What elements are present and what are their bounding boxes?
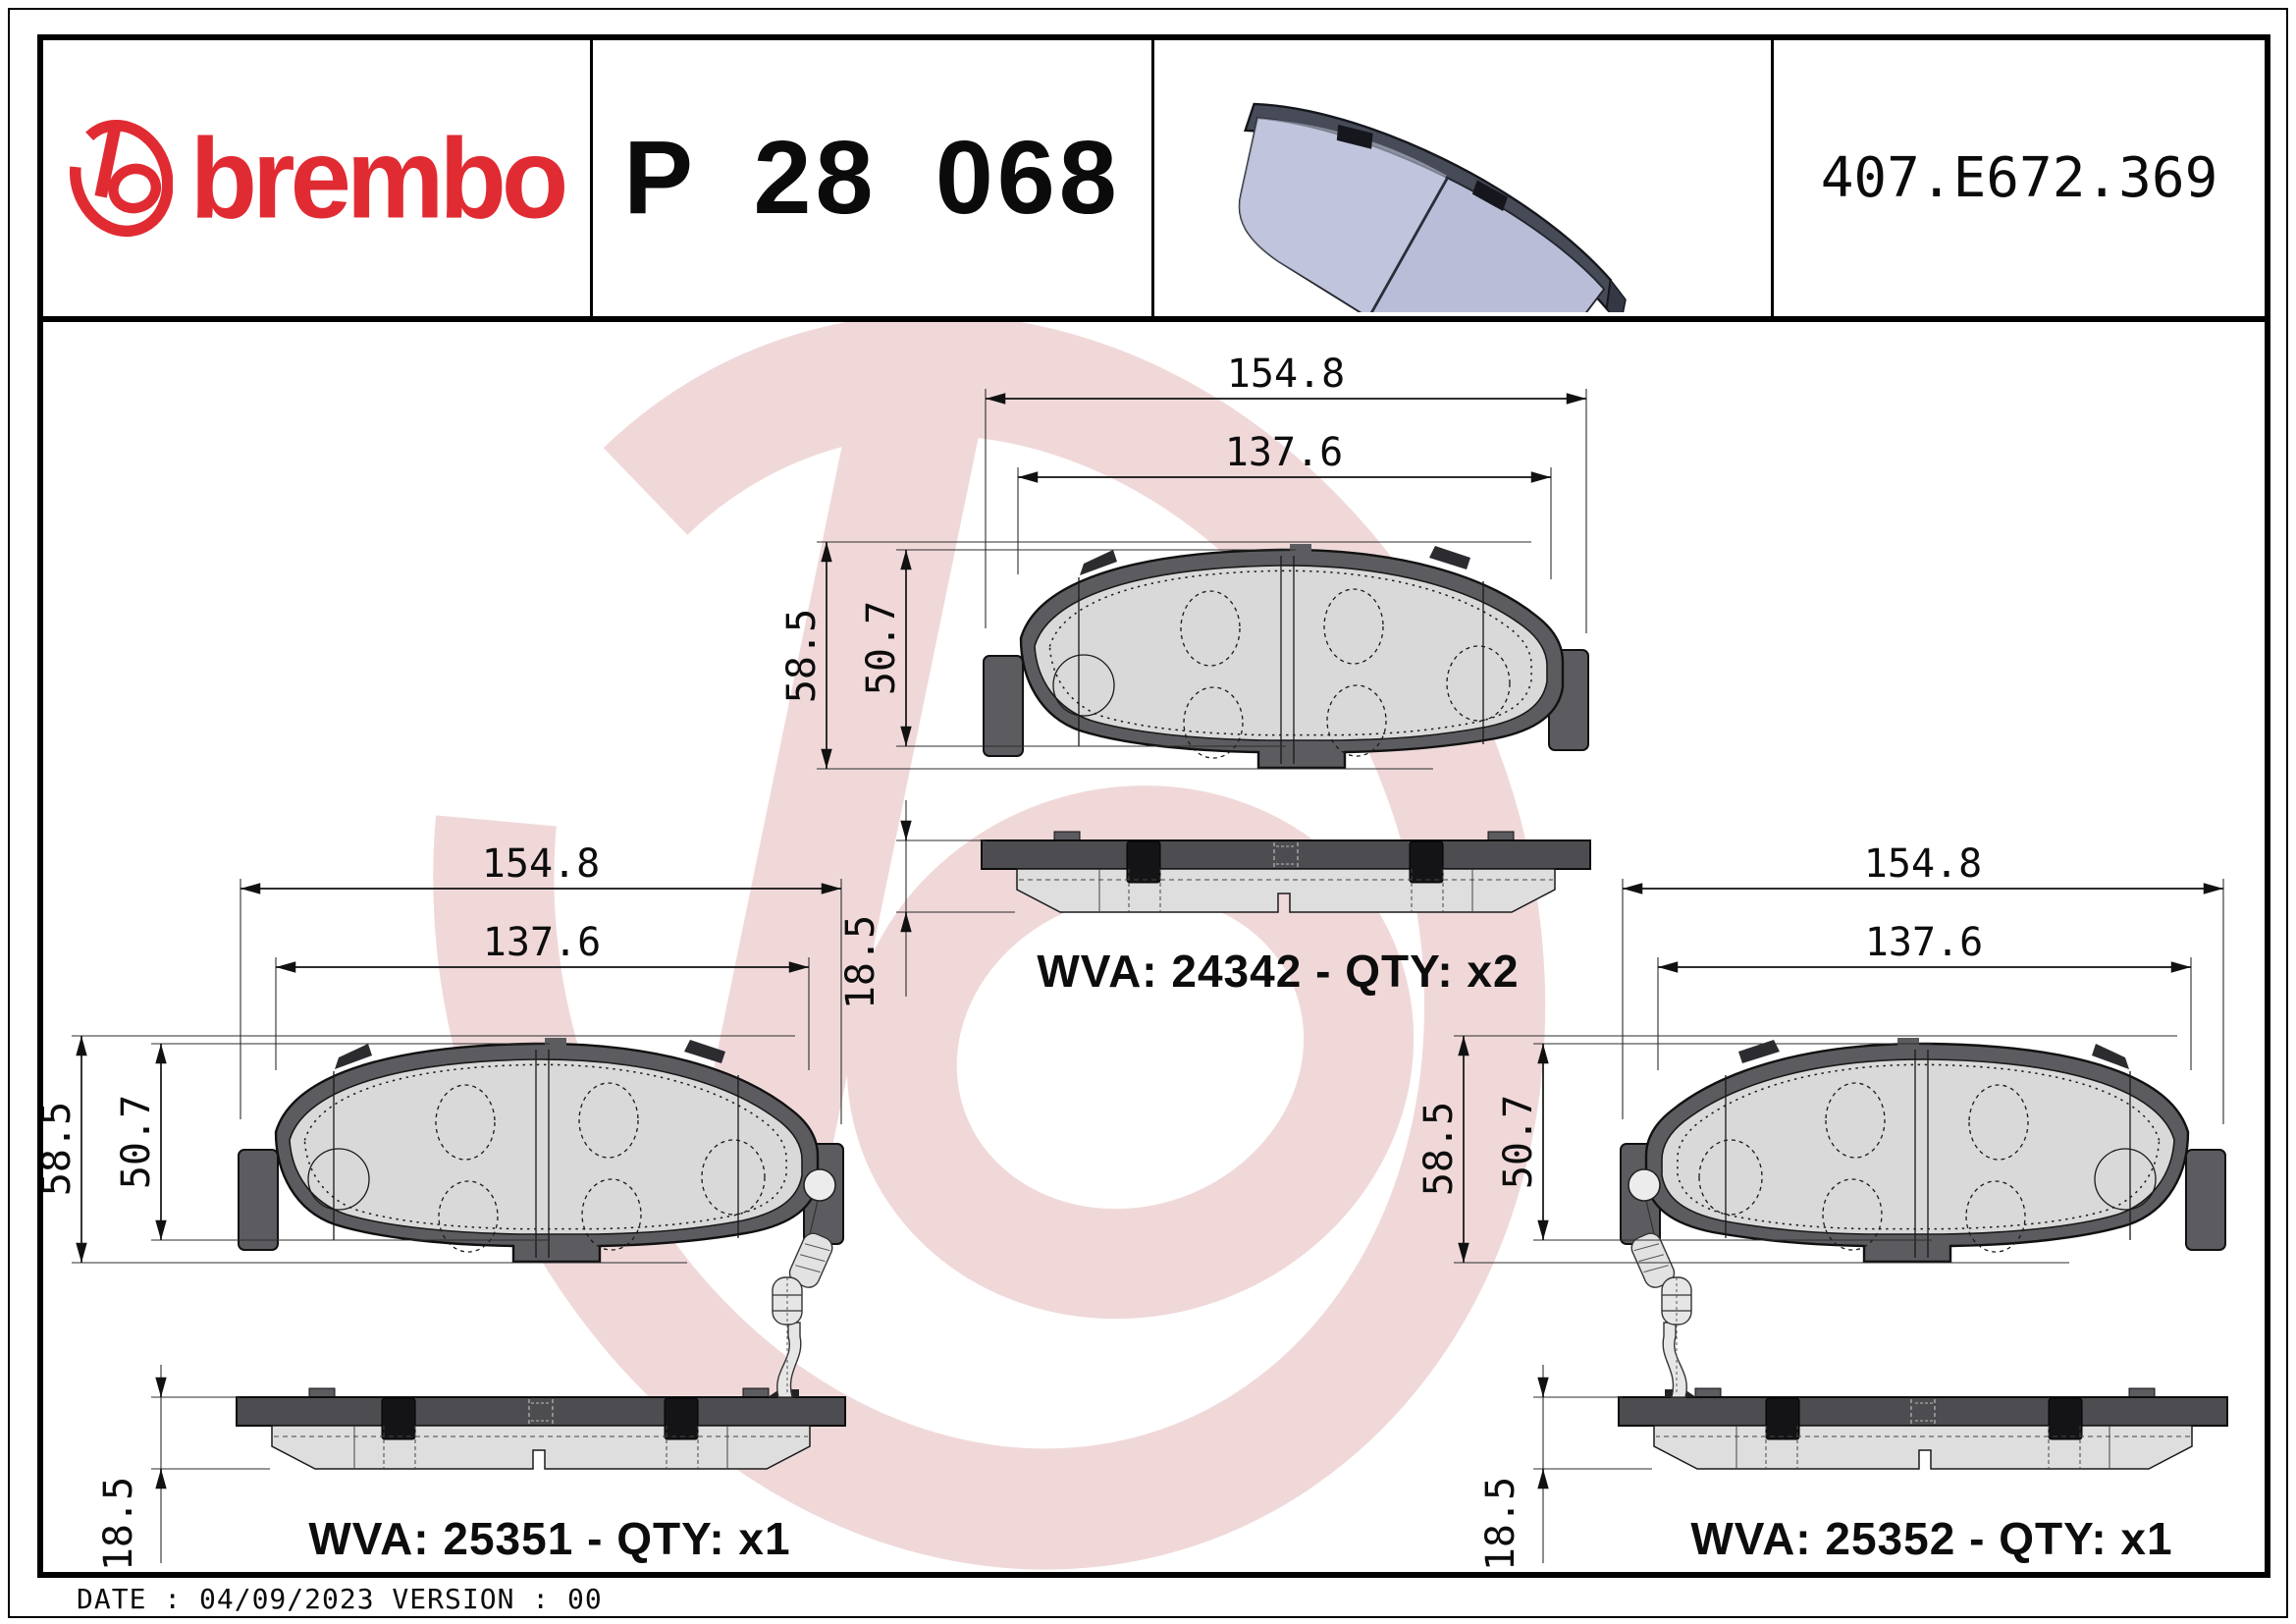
brake-pad-3d-image: [1238, 102, 1627, 312]
page-border: [8, 8, 2288, 1618]
footer-date-version: DATE : 04/09/2023 VERSION : 00: [77, 1583, 603, 1615]
part-number: P 28 068: [623, 120, 1121, 236]
header-cell-catalog-code: 407.E672.369: [1774, 40, 2265, 316]
dimension-lines: [817, 389, 1587, 997]
pad-front-view: [984, 544, 1588, 768]
header-cell-3d-render: [1154, 40, 1774, 316]
brembo-wordmark: brembo: [189, 114, 569, 243]
dim-friction-height: 50.7: [1496, 1095, 1541, 1189]
dim-overall-width: 154.8: [482, 841, 600, 887]
dim-overall-height: 58.5: [1416, 1102, 1462, 1196]
dim-thickness: 18.5: [838, 915, 883, 1009]
dim-friction-width: 137.6: [1225, 430, 1343, 475]
pad-front-view: [1621, 1038, 2225, 1292]
dim-friction-height: 50.7: [859, 601, 904, 695]
dim-overall-width: 154.8: [1864, 841, 1982, 887]
drawing-pad-25352: 154.8 137.6 58.5 50.7 18.5 WVA: 25352 - …: [1416, 841, 2228, 1571]
dim-overall-height: 58.5: [779, 609, 825, 703]
dim-overall-height: 58.5: [34, 1102, 80, 1196]
header: brembo P 28 068 407.E672.36: [43, 40, 2265, 322]
wva-qty-label: WVA: 25352 - QTY: x1: [1690, 1513, 2172, 1564]
pad-top-view: [1618, 1276, 2228, 1470]
dimension-lines: [72, 879, 842, 1563]
dim-overall-width: 154.8: [1227, 352, 1345, 397]
dim-thickness: 18.5: [1478, 1477, 1523, 1571]
dim-friction-width: 137.6: [1865, 920, 1983, 965]
brembo-logo-icon: [70, 120, 173, 238]
wva-qty-label: WVA: 25351 - QTY: x1: [308, 1513, 790, 1564]
drawing-pad-24342: 154.8 137.6 58.5 50.7 18.5 WVA: 24342 - …: [779, 352, 1591, 1009]
dim-thickness: 18.5: [96, 1477, 141, 1571]
dim-friction-width: 137.6: [483, 920, 601, 965]
header-cell-logo: brembo: [43, 40, 593, 316]
header-cell-part-number: P 28 068: [593, 40, 1154, 316]
dimension-lines: [1454, 879, 2224, 1563]
dim-friction-height: 50.7: [114, 1095, 159, 1189]
wva-qty-label: WVA: 24342 - QTY: x2: [1037, 946, 1519, 997]
catalog-code: 407.E672.369: [1820, 146, 2218, 210]
